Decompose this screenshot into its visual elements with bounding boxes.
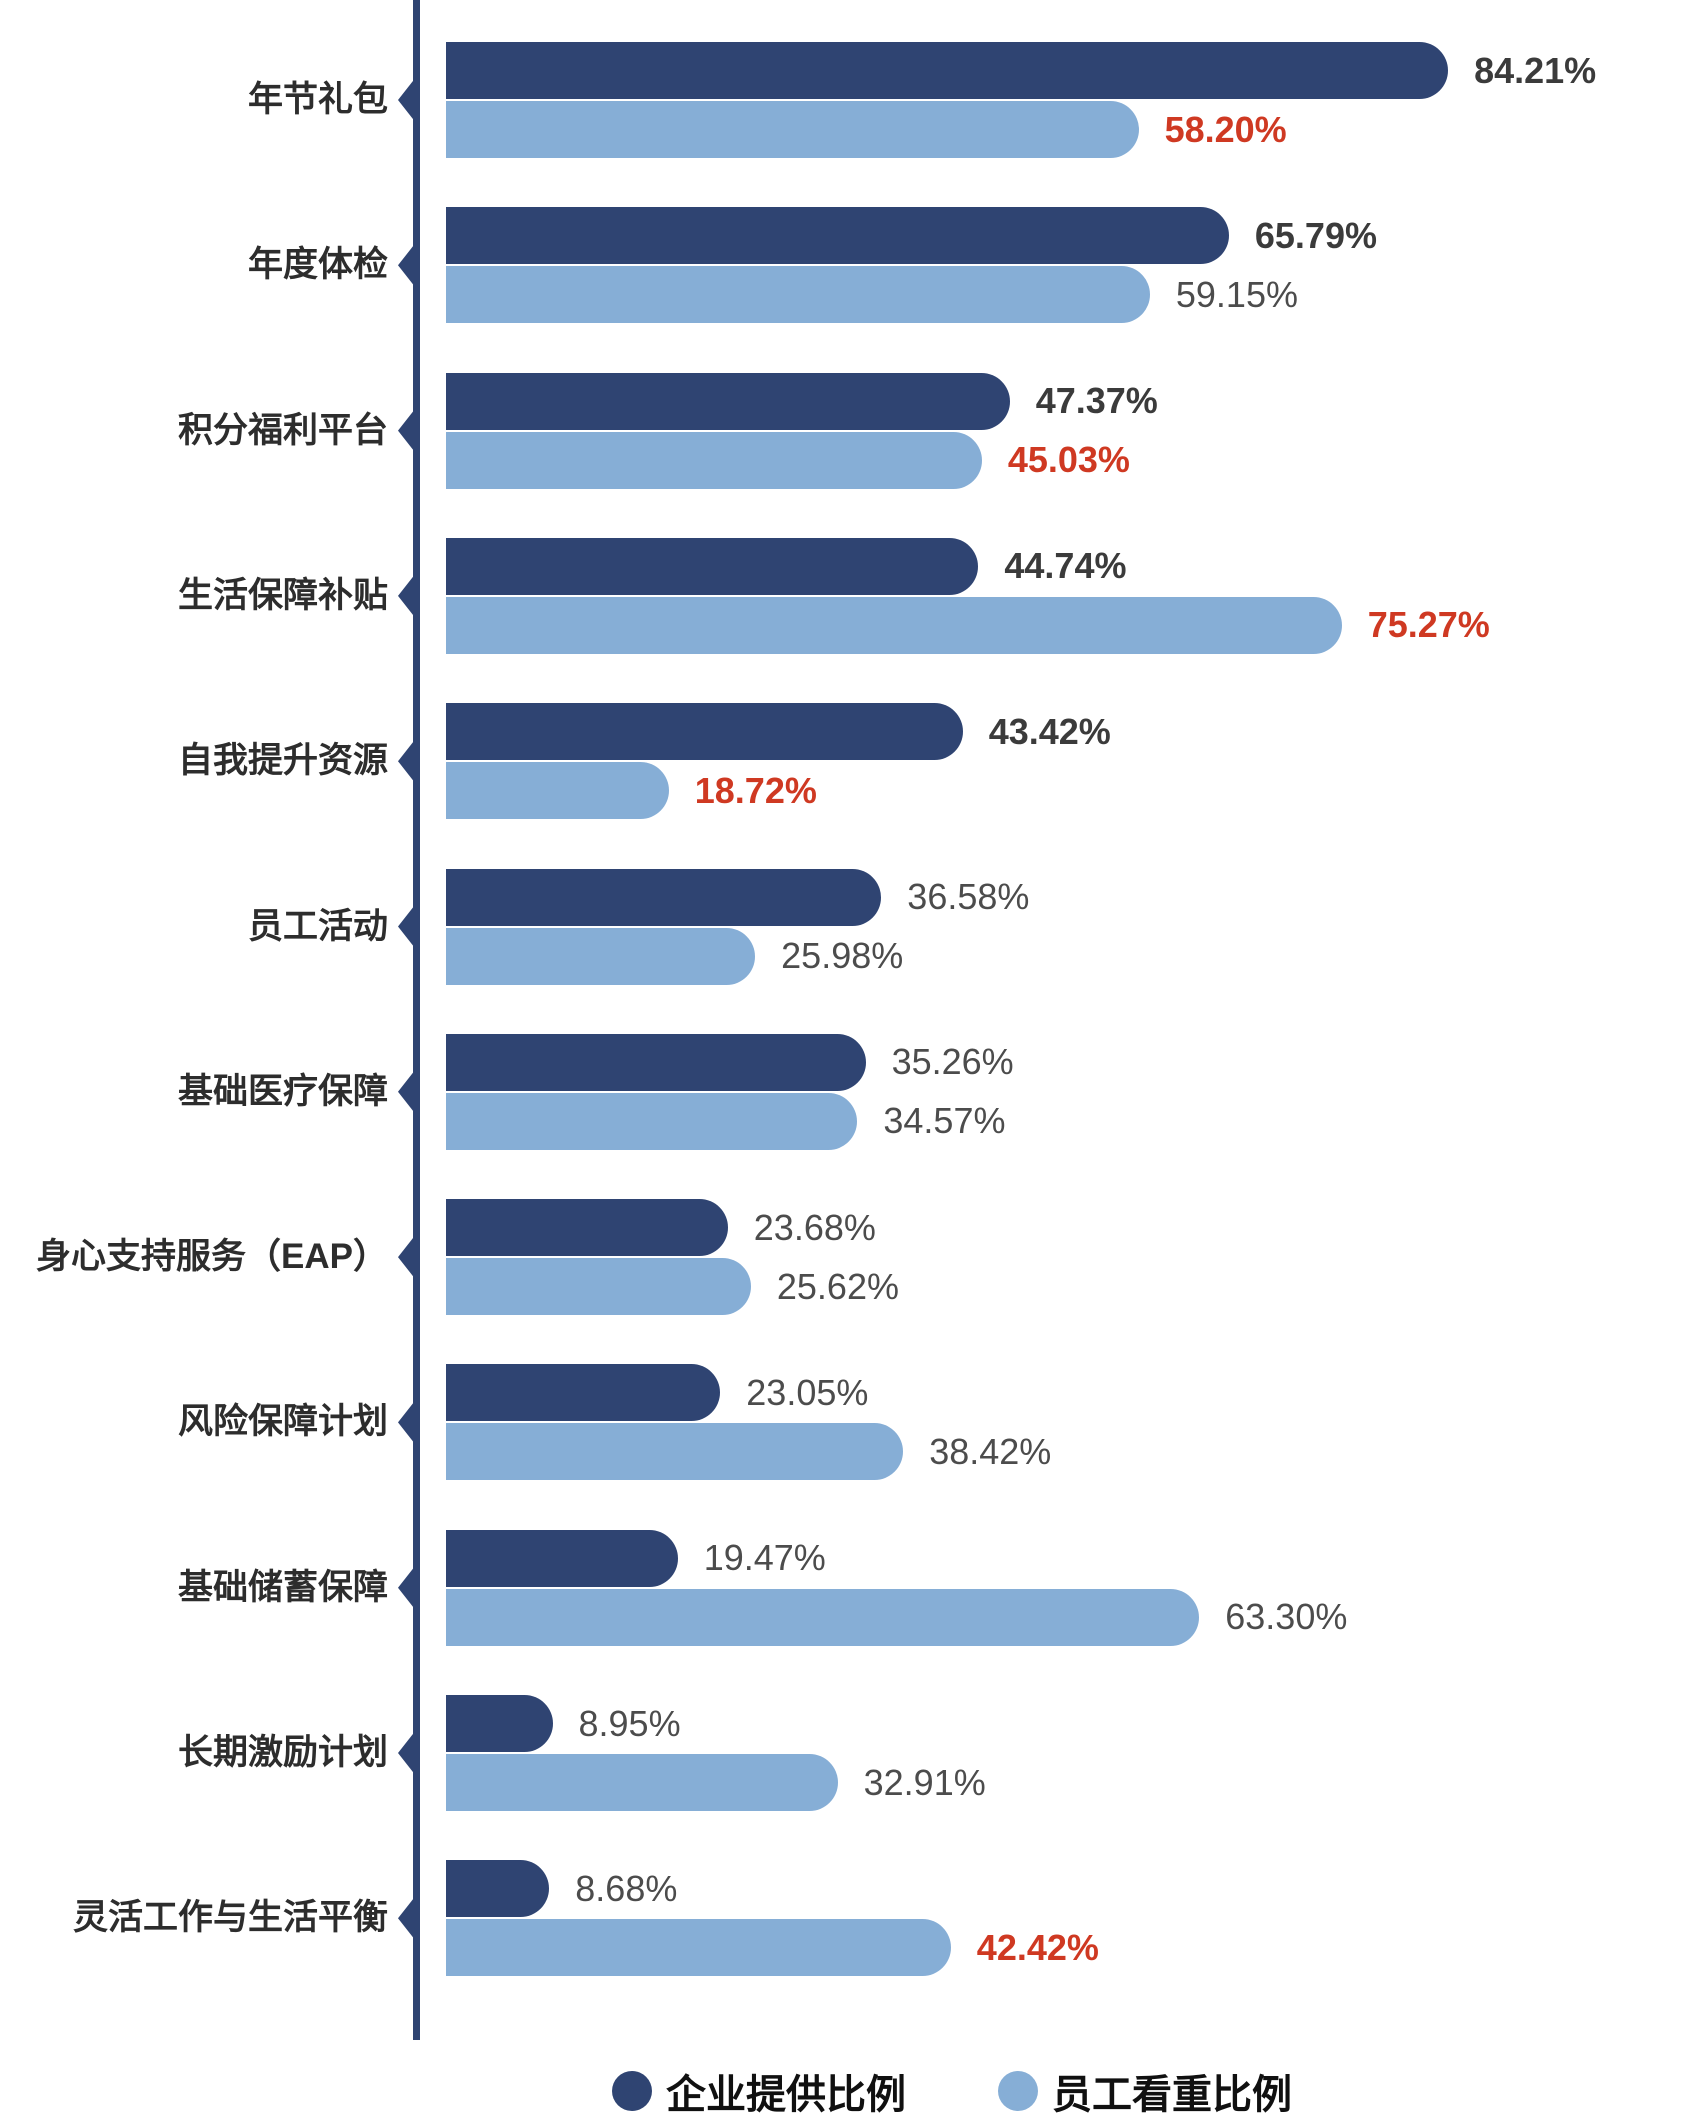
employee-value-label: 38.42% [929, 1430, 1052, 1472]
employee-bar [446, 101, 1139, 158]
company-value-label: 43.42% [988, 710, 1111, 752]
company-value-label: 23.05% [746, 1371, 869, 1413]
company-bar [446, 1860, 550, 1918]
employee-value-label: 25.98% [781, 935, 904, 976]
employee-value-label: 45.03% [1007, 439, 1130, 481]
employee-bar [446, 431, 982, 489]
employee-bar [446, 1423, 904, 1481]
company-series-dot-icon [612, 2071, 652, 2111]
company-value-label: 35.26% [891, 1041, 1014, 1083]
employee-value-label: 59.15% [1175, 273, 1298, 315]
category-label: 长期激励计划 [177, 1733, 388, 1772]
category-arrow-icon [398, 1229, 420, 1286]
category-arrow-icon [398, 1394, 420, 1451]
legend: 企业提供比例 员工看重比例 [108, 2062, 1688, 2118]
legend-item-employee: 员工看重比例 [998, 2062, 1292, 2118]
employee-value-label: 75.27% [1367, 604, 1490, 646]
company-value-label: 19.47% [703, 1537, 826, 1579]
company-bar [446, 1199, 728, 1257]
employee-bar [446, 1919, 951, 1977]
category-label: 生活保障补贴 [177, 575, 388, 615]
axis-line [413, 0, 420, 2040]
category-label: 积分福利平台 [177, 410, 388, 450]
employee-bar [446, 596, 1342, 654]
employee-value-label: 32.91% [863, 1761, 986, 1803]
company-bar [446, 42, 1449, 99]
company-bar [446, 537, 979, 595]
employee-bar [446, 1754, 838, 1811]
employee-bar [446, 762, 669, 820]
company-bar [446, 372, 1010, 430]
category-label: 员工活动 [247, 906, 388, 946]
company-bar [446, 1529, 678, 1587]
company-value-label: 44.74% [1004, 545, 1127, 587]
employee-bar [446, 927, 756, 985]
category-arrow-icon [398, 898, 420, 955]
category-label: 基础医疗保障 [177, 1071, 388, 1111]
category-arrow-icon [398, 1559, 420, 1616]
company-bar [446, 1695, 553, 1752]
category-label: 风险保障计划 [177, 1402, 388, 1442]
company-value-label: 8.95% [578, 1702, 681, 1744]
category-arrow-icon [398, 1063, 420, 1120]
employee-value-label: 25.62% [776, 1265, 899, 1307]
company-bar [446, 1033, 866, 1091]
company-bar [446, 703, 963, 761]
employee-value-label: 58.20% [1164, 108, 1287, 150]
company-value-label: 36.58% [907, 876, 1030, 917]
category-label: 灵活工作与生活平衡 [72, 1898, 388, 1938]
category-arrow-icon [398, 567, 420, 624]
company-value-label: 23.68% [753, 1206, 876, 1248]
company-value-label: 47.37% [1035, 380, 1158, 422]
legend-label-employee: 员工看重比例 [1052, 2073, 1292, 2117]
category-arrow-icon [398, 1890, 420, 1947]
employee-value-label: 63.30% [1225, 1596, 1348, 1638]
category-arrow-icon [398, 402, 420, 459]
employee-value-label: 34.57% [883, 1100, 1006, 1142]
employee-value-label: 42.42% [976, 1926, 1099, 1968]
category-label: 年节礼包 [247, 80, 388, 119]
employee-bar [446, 1092, 858, 1150]
category-label: 身心支持服务（EAP） [36, 1237, 388, 1277]
employee-bar [446, 266, 1150, 324]
category-arrow-icon [398, 72, 420, 128]
employee-bar [446, 1258, 751, 1316]
company-bar [446, 868, 882, 926]
category-arrow-icon [398, 237, 420, 294]
legend-label-company: 企业提供比例 [666, 2073, 906, 2117]
category-label: 自我提升资源 [177, 741, 388, 781]
category-arrow-icon [398, 733, 420, 790]
company-value-label: 84.21% [1474, 49, 1597, 91]
company-value-label: 65.79% [1254, 214, 1377, 256]
employee-value-label: 18.72% [694, 769, 817, 811]
employee-series-dot-icon [998, 2071, 1038, 2111]
category-label: 年度体检 [247, 245, 388, 285]
company-bar [446, 207, 1229, 265]
company-bar [446, 1364, 721, 1422]
category-arrow-icon [398, 1725, 420, 1781]
category-label: 基础储蓄保障 [177, 1567, 388, 1607]
legend-item-company: 企业提供比例 [612, 2062, 906, 2118]
company-value-label: 8.68% [575, 1867, 678, 1909]
employee-bar [446, 1588, 1200, 1646]
